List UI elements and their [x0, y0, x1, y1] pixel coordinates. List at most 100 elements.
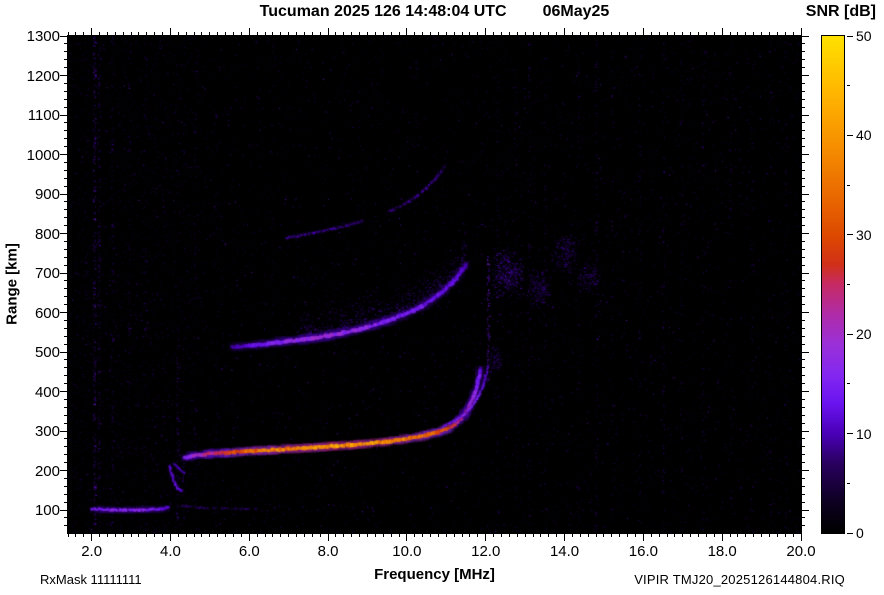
- file-annotation: VIPIR TMJ20_2025126144804.RIQ: [634, 572, 845, 587]
- x-minor-tick-bottom: [776, 534, 778, 537]
- y-minor-tick-right: [802, 138, 805, 140]
- x-minor-tick-bottom: [185, 534, 187, 537]
- y-minor-tick-right: [802, 335, 805, 337]
- y-minor-tick-right: [802, 327, 805, 329]
- x-minor-tick-bottom: [177, 534, 179, 537]
- y-minor-tick-right: [802, 240, 805, 242]
- x-minor-tick-bottom: [768, 534, 770, 537]
- title-station-time: Tucuman 2025 126 14:48:04 UTC: [259, 3, 507, 20]
- y-minor-tick-right: [802, 414, 805, 416]
- x-major-tick-top: [485, 28, 487, 35]
- colorbar-major-tick: [847, 433, 853, 435]
- y-minor-tick-right: [802, 67, 805, 69]
- x-minor-tick-bottom: [571, 534, 573, 537]
- x-minor-tick-bottom: [493, 534, 495, 537]
- x-minor-tick-bottom: [587, 534, 589, 537]
- x-minor-tick-bottom: [445, 534, 447, 537]
- colorbar-tick-label: 30: [856, 226, 872, 243]
- x-minor-tick-bottom: [359, 534, 361, 537]
- y-minor-tick-right: [802, 106, 805, 108]
- colorbar-minor-tick: [847, 482, 850, 484]
- y-minor-tick-right: [802, 422, 805, 424]
- x-minor-tick-bottom: [414, 534, 416, 537]
- colorbar-major-tick: [847, 35, 853, 37]
- x-minor-tick-bottom: [83, 534, 85, 537]
- x-minor-tick-bottom: [579, 534, 581, 537]
- x-minor-tick-bottom: [784, 534, 786, 537]
- y-tick-label: 1200: [26, 67, 60, 85]
- x-major-tick-bottom: [642, 534, 644, 541]
- y-minor-tick-right: [802, 343, 805, 345]
- y-tick-label: 1300: [26, 28, 60, 45]
- x-minor-tick-bottom: [367, 534, 368, 537]
- y-major-tick-left: [60, 430, 67, 432]
- y-minor-tick-right: [802, 296, 805, 298]
- y-tick-label: 1100: [27, 107, 60, 124]
- colorbar-minor-tick: [847, 85, 850, 87]
- x-minor-tick-bottom: [296, 534, 298, 537]
- x-minor-tick-bottom: [272, 534, 274, 537]
- x-minor-tick-bottom: [398, 534, 400, 537]
- y-minor-tick-right: [802, 59, 805, 61]
- x-minor-tick-bottom: [698, 534, 700, 537]
- y-minor-tick-right: [802, 82, 805, 84]
- y-major-tick-left: [60, 509, 67, 511]
- y-major-tick-left: [60, 272, 67, 274]
- y-minor-tick-right: [802, 446, 805, 448]
- y-minor-tick-right: [802, 438, 805, 440]
- x-minor-tick-bottom: [729, 534, 731, 537]
- colorbar-frame: [821, 35, 845, 534]
- y-major-tick-left: [60, 193, 67, 195]
- x-tick-label: 14.0: [549, 543, 580, 560]
- y-tick-label: 1000: [26, 146, 60, 164]
- y-minor-tick-right: [802, 43, 805, 45]
- y-tick-label: 400: [34, 383, 60, 401]
- y-minor-tick-right: [802, 185, 805, 187]
- x-minor-tick-bottom: [343, 534, 345, 537]
- x-minor-tick-bottom: [225, 534, 227, 537]
- x-minor-tick-bottom: [469, 534, 471, 537]
- x-minor-tick-bottom: [540, 534, 542, 537]
- chart-title: Tucuman 2025 126 14:48:04 UTC 06May25: [68, 3, 801, 21]
- x-tick-label: 4.0: [160, 543, 181, 560]
- x-minor-tick-bottom: [382, 534, 384, 537]
- y-major-tick-right: [802, 35, 809, 37]
- x-minor-tick-bottom: [508, 534, 510, 537]
- x-major-tick-bottom: [564, 534, 566, 541]
- colorbar-major-tick: [847, 134, 853, 136]
- x-minor-tick-bottom: [162, 534, 164, 537]
- x-minor-tick-bottom: [792, 534, 794, 537]
- x-minor-tick-bottom: [437, 534, 439, 537]
- y-major-tick-right: [802, 233, 809, 235]
- colorbar-major-tick: [847, 234, 853, 236]
- x-major-tick-bottom: [169, 534, 171, 541]
- colorbar-tick-label: 0: [856, 525, 864, 541]
- x-minor-tick-bottom: [217, 534, 219, 537]
- x-major-tick-bottom: [248, 534, 250, 541]
- x-minor-tick-bottom: [453, 534, 455, 537]
- colorbar-tick-label: 50: [856, 28, 872, 44]
- rxmask-annotation: RxMask 11111111: [40, 572, 142, 587]
- y-tick-label: 300: [34, 423, 60, 441]
- y-major-tick-left: [60, 154, 67, 156]
- y-major-tick-left: [60, 75, 67, 76]
- x-minor-tick-bottom: [280, 534, 282, 537]
- y-minor-tick-right: [802, 375, 805, 377]
- x-minor-tick-bottom: [737, 534, 739, 537]
- x-major-tick-bottom: [721, 534, 723, 541]
- y-major-tick-right: [802, 430, 809, 432]
- y-axis-label: Range [km]: [3, 243, 21, 325]
- y-minor-tick-right: [802, 493, 805, 495]
- y-minor-tick-right: [802, 398, 805, 400]
- x-major-tick-top: [721, 28, 723, 35]
- y-major-tick-right: [802, 351, 809, 353]
- y-major-tick-left: [60, 351, 67, 353]
- x-major-tick-top: [169, 28, 171, 35]
- x-minor-tick-bottom: [114, 534, 116, 537]
- x-minor-tick-bottom: [658, 534, 660, 537]
- x-minor-tick-bottom: [138, 534, 140, 537]
- x-minor-tick-bottom: [461, 534, 463, 537]
- y-major-tick-right: [802, 312, 809, 314]
- y-major-tick-left: [60, 114, 67, 116]
